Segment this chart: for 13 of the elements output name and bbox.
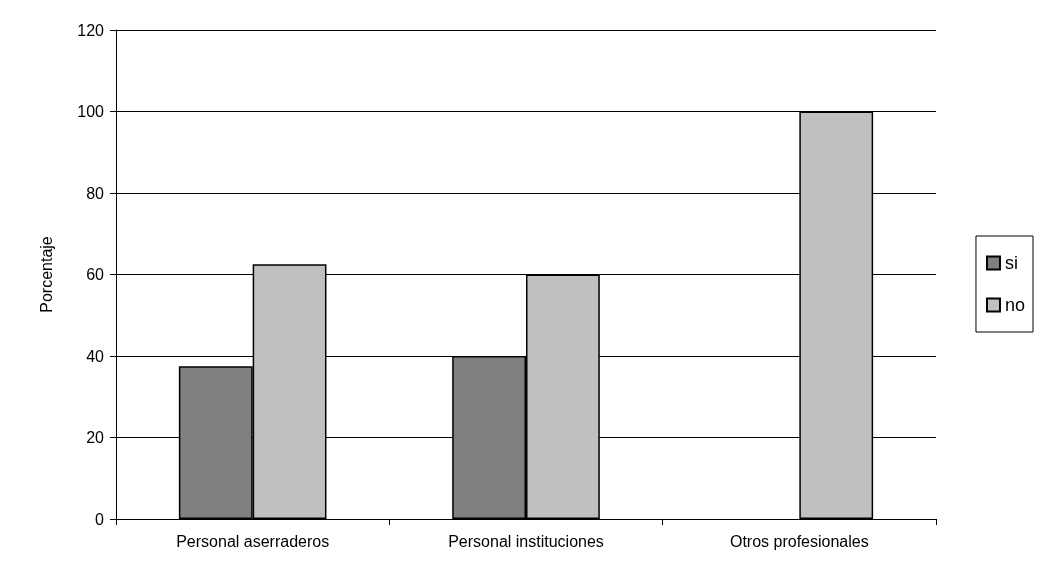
y-tick-label: 80 [86, 184, 105, 202]
y-tick-label: 0 [95, 510, 105, 528]
legend-label: si [1004, 253, 1018, 273]
x-tick-label: Otros profesionales [729, 532, 869, 550]
y-tick-label: 20 [86, 429, 105, 446]
y-tick-label: 100 [77, 103, 105, 120]
y-tick-label: 60 [86, 266, 105, 283]
x-tick-label: Personal aserraderos [176, 532, 330, 550]
y-axis-title: Porcentaje [37, 236, 55, 313]
legend-label: no [1004, 295, 1026, 315]
y-tick-label: 120 [77, 21, 105, 39]
y-tick-label: 40 [86, 347, 105, 365]
x-tick-label: Personal instituciones [448, 532, 604, 550]
